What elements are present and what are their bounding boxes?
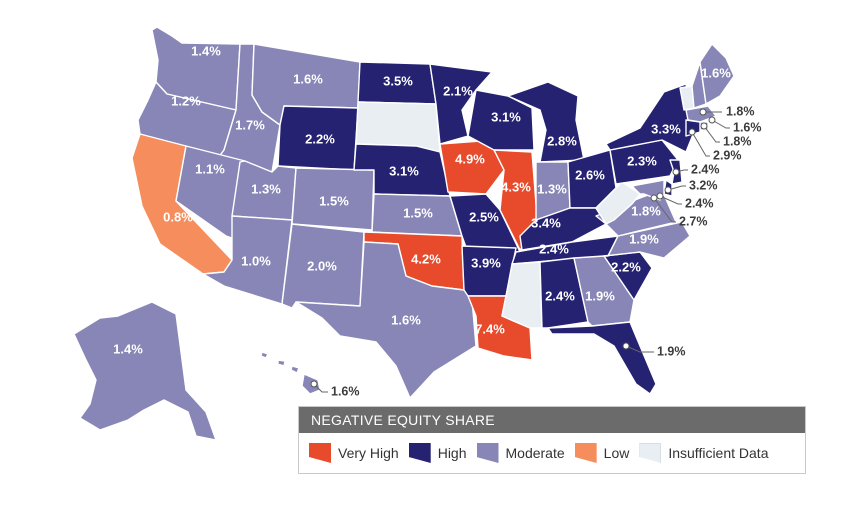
legend-label: Moderate: [505, 445, 565, 461]
dot-DC: [650, 194, 658, 202]
dot-MA: [708, 116, 716, 124]
label-NY: 3.3%: [651, 121, 681, 136]
callout-CT: 2.9%: [713, 148, 742, 162]
label-IN: 1.3%: [537, 181, 567, 196]
leader-HI: [313, 383, 328, 393]
leader-CT: [691, 131, 710, 157]
state-WV[interactable]: [595, 181, 641, 225]
legend-label: Insufficient Data: [668, 445, 769, 461]
moderate-swatch-icon: [476, 443, 499, 463]
dot-NJ: [672, 168, 680, 176]
dot-NH: [699, 108, 707, 116]
legend-title: NEGATIVE EQUITY SHARE: [299, 407, 805, 433]
label-KY: 3.4%: [531, 215, 561, 230]
callout-DE: 3.2%: [689, 178, 718, 192]
label-GA: 1.9%: [585, 288, 615, 303]
legend-item-low: Low: [574, 443, 630, 463]
leader-DC: [653, 197, 676, 223]
label-LA: 7.4%: [475, 321, 505, 336]
state-IL[interactable]: [493, 149, 539, 251]
leader-DE: [667, 185, 686, 191]
callout-DC: 2.7%: [679, 214, 708, 228]
callout-NH: 1.8%: [726, 104, 755, 118]
label-KS: 1.5%: [403, 205, 433, 220]
label-ME: 1.6%: [701, 65, 731, 80]
leader-MA: [711, 119, 730, 129]
label-AZ: 1.0%: [241, 253, 271, 268]
label-NE: 3.1%: [389, 163, 419, 178]
state-NC[interactable]: [603, 221, 691, 259]
low-swatch-icon: [574, 443, 597, 463]
state-FL[interactable]: [547, 321, 657, 395]
label-IL: 4.3%: [501, 179, 531, 194]
dot-DE: [664, 186, 672, 194]
callout-HI: 1.6%: [331, 384, 360, 398]
legend-items: Very High High Moderate Low Insufficient…: [299, 433, 805, 463]
state-ME[interactable]: [699, 43, 735, 105]
dot-CT: [688, 128, 696, 136]
label-WA: 1.4%: [191, 43, 221, 58]
label-MN: 2.1%: [443, 83, 473, 98]
state-TX[interactable]: [295, 241, 477, 399]
label-IA: 4.9%: [455, 151, 485, 166]
legend-item-moderate: Moderate: [476, 443, 565, 463]
legend-label: High: [437, 445, 467, 461]
label-AL: 2.4%: [545, 288, 575, 303]
callout-MD: 2.4%: [685, 196, 714, 210]
state-MD[interactable]: [631, 179, 665, 201]
label-NV: 1.1%: [195, 161, 225, 176]
label-NM: 2.0%: [307, 258, 337, 273]
label-AR: 3.9%: [471, 255, 501, 270]
leader-RI: [703, 125, 720, 143]
state-AK[interactable]: [73, 301, 217, 441]
state-MN[interactable]: [429, 63, 493, 145]
legend-item-very-high: Very High: [309, 443, 399, 463]
dot-HI: [310, 380, 318, 388]
label-OH: 2.6%: [575, 167, 605, 182]
legend-label: Low: [603, 445, 630, 461]
insufficient-swatch-icon: [639, 443, 662, 463]
label-CO: 1.5%: [319, 193, 349, 208]
label-OK: 4.2%: [411, 251, 441, 266]
label-TN: 2.4%: [539, 241, 569, 256]
label-AK: 1.4%: [113, 341, 143, 356]
very-high-swatch-icon: [309, 443, 331, 463]
label-WI: 3.1%: [491, 109, 521, 124]
dot-FL: [622, 342, 630, 350]
dot-MD: [656, 192, 664, 200]
state-HI[interactable]: [260, 351, 321, 395]
callout-RI: 1.8%: [723, 134, 752, 148]
label-TX: 1.6%: [391, 312, 421, 327]
legend-item-insufficient: Insufficient Data: [639, 443, 768, 463]
label-MO: 2.5%: [469, 209, 499, 224]
label-VA: 1.8%: [631, 203, 661, 218]
label-UT: 1.3%: [251, 181, 281, 196]
state-NV[interactable]: [175, 145, 246, 239]
label-ND: 3.5%: [383, 73, 413, 88]
label-MT: 1.6%: [293, 71, 323, 86]
legend: NEGATIVE EQUITY SHARE Very High High Mod…: [298, 406, 806, 474]
callout-MA: 1.6%: [733, 120, 762, 134]
label-CA: 0.8%: [163, 209, 193, 224]
legend-label: Very High: [338, 445, 399, 461]
label-NC: 1.9%: [629, 231, 659, 246]
label-SC: 2.2%: [611, 259, 641, 274]
high-swatch-icon: [408, 443, 431, 463]
dot-RI: [700, 122, 708, 130]
legend-item-high: High: [408, 443, 467, 463]
label-OR: 1.2%: [171, 93, 201, 108]
label-MI: 2.8%: [547, 133, 577, 148]
leader-MD: [659, 195, 682, 205]
label-WY: 2.2%: [305, 131, 335, 146]
callout-NJ: 2.4%: [691, 162, 720, 176]
leader-FL: [625, 345, 654, 353]
state-AL[interactable]: [539, 257, 589, 329]
label-PA: 2.3%: [627, 153, 657, 168]
label-ID: 1.7%: [235, 117, 265, 132]
callout-FL: 1.9%: [657, 344, 686, 358]
